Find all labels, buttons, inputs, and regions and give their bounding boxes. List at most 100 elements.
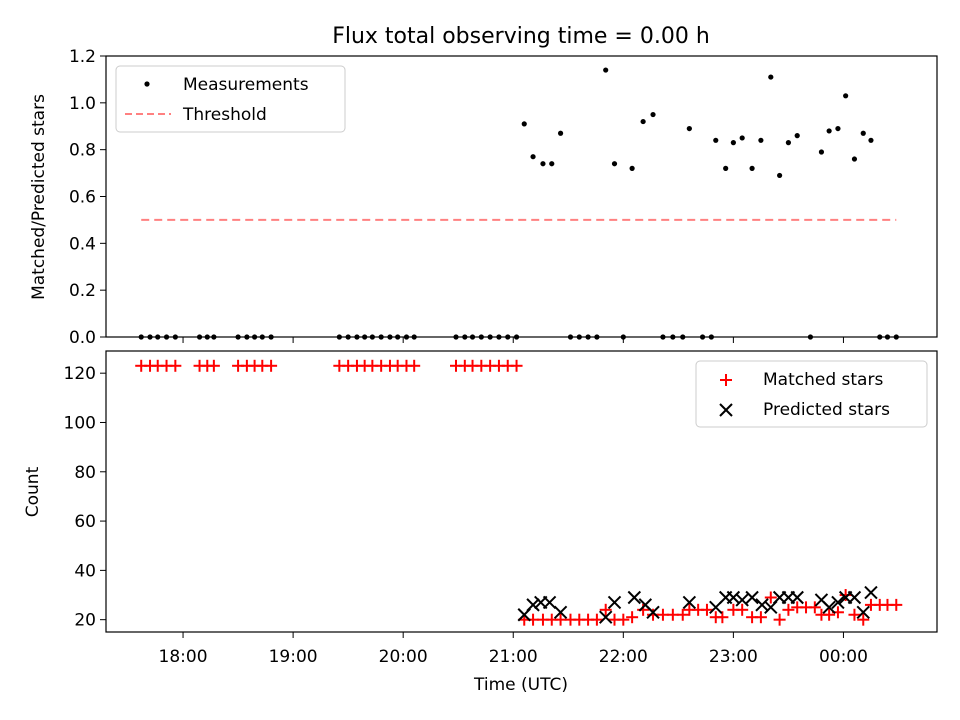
measurement-point: [868, 137, 874, 143]
measurement-point: [650, 111, 656, 118]
counts-legend-box: [695, 360, 928, 428]
predicted-star-point: [526, 598, 540, 612]
counts-y-ticks: 20 40 60 80 100 120: [64, 364, 106, 631]
counts-x-tick-label: 19:00: [269, 647, 318, 667]
measurement-point: [835, 125, 841, 132]
counts-plot-area: [135, 359, 903, 626]
measurement-point: [749, 165, 755, 171]
counts-legend: Matched stars Predicted stars: [695, 360, 928, 428]
predicted-star-point: [646, 605, 660, 619]
measurement-point: [640, 118, 646, 125]
predicted-star-point: [735, 593, 749, 607]
counts-y-tick-label: 20: [74, 611, 96, 631]
predicted-star-point: [542, 595, 557, 610]
measurement-point: [860, 130, 866, 136]
counts-x-tick-label: 20:00: [379, 647, 428, 667]
measurement-point: [713, 137, 719, 143]
predicted-star-point: [607, 595, 622, 610]
matched-star-point: [764, 591, 777, 604]
predicted-star-point: [745, 590, 759, 605]
predicted-star-point: [864, 585, 878, 600]
counts-y-axis-label: Count: [23, 466, 43, 517]
counts-x-tick-label: 21:00: [489, 647, 538, 667]
matched-star-point: [823, 608, 836, 621]
ratio-y-tick-label: 0.4: [69, 234, 96, 254]
matched-star-point: [626, 611, 639, 624]
matched-star-point: [754, 611, 767, 624]
predicted-star-point: [790, 590, 804, 605]
measurement-point: [739, 135, 745, 141]
ratio-x-ticks: [182, 337, 844, 343]
legend-threshold-label: Threshold: [182, 105, 267, 125]
matched-star-point: [773, 613, 786, 626]
panel-counts: 20 40 60 80 100 120 18:00 19:00 20:00 21:00 22:00…: [23, 350, 938, 695]
ratio-plot-area: [138, 67, 899, 340]
measurement-point: [540, 161, 546, 167]
matched-star-point: [839, 589, 852, 602]
ratio-y-tick-label: 0.6: [69, 188, 96, 208]
counts-x-tick-label: 23:00: [709, 647, 758, 667]
measurement-point: [768, 74, 774, 80]
measurement-point: [794, 133, 800, 139]
measurement-point: [818, 149, 825, 155]
ratio-y-tick-label: 1.0: [69, 94, 96, 114]
panel-ratio: Flux total observing time = 0.00 h 0.0 0.…: [29, 24, 938, 348]
counts-x-tick-label: 22:00: [599, 647, 648, 667]
ratio-y-ticks: 0.0 0.2 0.4 0.6 0.8 1.0 1.2: [69, 47, 106, 348]
matched-star-point: [736, 603, 749, 616]
predicted-star-point: [831, 595, 845, 610]
legend-measurements-label: Measurements: [183, 75, 309, 95]
measurement-point: [629, 165, 635, 171]
predicted-star-point: [682, 595, 697, 610]
matched-star-point: [590, 613, 603, 626]
matched-star-point: [510, 359, 523, 372]
predicted-star-point: [627, 590, 642, 605]
measurement-point: [521, 121, 527, 127]
measurement-point: [758, 137, 764, 143]
counts-axes-frame: [105, 350, 938, 633]
matched-star-point: [890, 598, 903, 611]
measurement-point: [530, 154, 536, 160]
ratio-legend: Measurements Threshold: [115, 65, 346, 133]
legend-predicted-label: Predicted stars: [763, 400, 890, 420]
measurement-point: [777, 172, 783, 179]
predicted-star-point: [598, 610, 613, 624]
measurement-point: [723, 165, 729, 171]
counts-y-tick-label: 100: [64, 413, 96, 433]
matched-star-point: [782, 603, 795, 616]
measurement-point: [785, 140, 792, 146]
ratio-y-tick-label: 0.8: [69, 141, 96, 161]
counts-y-tick-label: 80: [74, 463, 96, 483]
chart-title: Flux total observing time = 0.00 h: [332, 24, 710, 49]
matched-star-point: [700, 603, 713, 616]
measurement-point: [549, 161, 555, 167]
counts-x-axis-label: Time (UTC): [473, 675, 568, 695]
counts-y-tick-label: 120: [64, 364, 96, 384]
legend-measurements-marker: [144, 81, 150, 87]
matched-star-point: [599, 603, 612, 616]
predicted-star-point: [822, 600, 836, 615]
matched-star-point: [207, 359, 220, 372]
matched-star-point: [676, 608, 689, 621]
ratio-legend-box: [115, 65, 346, 133]
ratio-y-tick-label: 0.0: [69, 328, 96, 348]
predicted-star-point: [553, 605, 568, 619]
predicted-star-point: [847, 590, 862, 605]
legend-matched-marker: [720, 374, 732, 386]
measurement-point: [851, 156, 858, 162]
ratio-y-tick-label: 0.2: [69, 281, 96, 301]
matched-star-point: [848, 608, 861, 621]
measurement-point: [557, 130, 564, 136]
measurement-point: [611, 161, 618, 167]
measurement-point: [843, 93, 849, 99]
measurement-point: [730, 140, 736, 146]
measurement-point: [826, 128, 832, 134]
measurement-point: [686, 125, 692, 132]
counts-x-tick-label: 00:00: [819, 647, 868, 667]
matched-star-point: [617, 613, 630, 626]
counts-y-tick-label: 40: [74, 561, 96, 581]
ratio-y-axis-label: Matched/Predicted stars: [29, 94, 49, 300]
matched-star-point: [265, 359, 278, 372]
predicted-star-point: [755, 598, 769, 612]
